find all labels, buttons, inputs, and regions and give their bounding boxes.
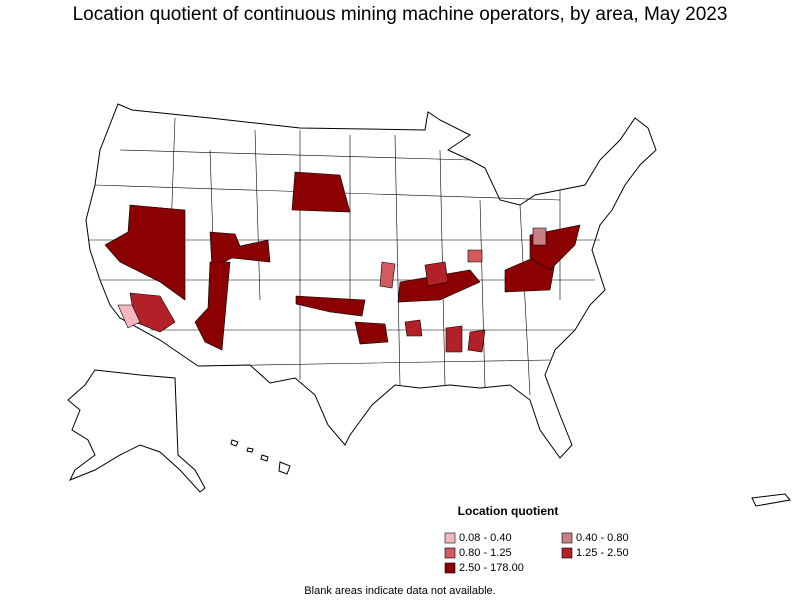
hawaii — [230, 439, 291, 475]
legend-swatch — [444, 532, 456, 544]
map-land — [67, 103, 791, 507]
legend-title: Location quotient — [458, 504, 559, 518]
legend-label: 0.80 - 1.25 — [459, 547, 512, 559]
legend-swatch — [561, 532, 573, 544]
area — [354, 321, 389, 345]
legend-label: 0.08 - 0.40 — [459, 532, 512, 544]
shaded-areas — [104, 171, 581, 353]
area — [291, 171, 351, 213]
area — [379, 261, 396, 289]
area — [404, 319, 423, 337]
area — [532, 227, 547, 246]
area — [467, 329, 486, 353]
legend-swatch — [444, 547, 456, 559]
alaska — [67, 369, 206, 493]
legend-swatch — [444, 562, 456, 574]
area — [397, 269, 481, 303]
area — [295, 295, 366, 317]
area — [467, 249, 483, 263]
area — [424, 261, 449, 287]
area — [194, 261, 231, 351]
legend: Location quotient 0.08 - 0.40 0.40 - 0.80… — [444, 504, 629, 574]
map-title: Location quotient of continuous mining m… — [73, 4, 728, 25]
area — [445, 325, 463, 353]
area — [117, 304, 141, 329]
legend-label: 2.50 - 178.00 — [459, 562, 524, 574]
legend-label: 0.40 - 0.80 — [576, 532, 629, 544]
puerto-rico — [751, 493, 791, 507]
area — [104, 204, 186, 301]
legend-label: 1.25 - 2.50 — [576, 547, 629, 559]
footnote: Blank areas indicate data not available. — [304, 585, 495, 597]
legend-swatch — [561, 547, 573, 559]
